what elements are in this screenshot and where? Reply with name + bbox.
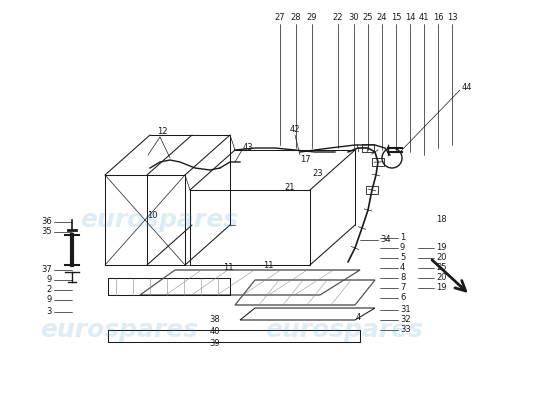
Text: 31: 31	[400, 306, 411, 314]
Text: 9: 9	[47, 276, 52, 284]
Text: 14: 14	[405, 14, 415, 22]
Text: 7: 7	[400, 284, 405, 292]
Text: 25: 25	[363, 14, 373, 22]
Text: 9: 9	[400, 244, 405, 252]
Text: 4: 4	[355, 314, 361, 322]
Text: 5: 5	[400, 254, 405, 262]
Text: 40: 40	[210, 328, 220, 336]
Text: 32: 32	[400, 316, 411, 324]
Text: 18: 18	[436, 216, 447, 224]
Text: 36: 36	[41, 218, 52, 226]
Text: 15: 15	[390, 14, 402, 22]
Text: 41: 41	[419, 14, 429, 22]
Text: 6: 6	[400, 294, 405, 302]
Text: 25: 25	[436, 264, 447, 272]
Text: 2: 2	[47, 286, 52, 294]
Text: 19: 19	[436, 244, 447, 252]
Text: 20: 20	[436, 254, 447, 262]
Text: 34: 34	[380, 236, 390, 244]
Text: 37: 37	[41, 266, 52, 274]
Text: 3: 3	[47, 308, 52, 316]
Text: 24: 24	[377, 14, 387, 22]
Text: 1: 1	[400, 234, 405, 242]
Text: 8: 8	[400, 274, 405, 282]
Text: 11: 11	[223, 264, 233, 272]
Text: 19: 19	[436, 284, 447, 292]
Text: 39: 39	[210, 340, 221, 348]
Text: eurospares: eurospares	[80, 208, 238, 232]
Text: 16: 16	[433, 14, 443, 22]
Text: 42: 42	[290, 126, 300, 134]
Bar	[362, 144, 374, 152]
Text: 17: 17	[300, 156, 310, 164]
Text: 28: 28	[291, 14, 301, 22]
Text: 23: 23	[313, 168, 323, 178]
Text: 33: 33	[400, 326, 411, 334]
Text: 20: 20	[436, 274, 447, 282]
Text: 4: 4	[400, 264, 405, 272]
Text: 29: 29	[307, 14, 317, 22]
Text: 38: 38	[210, 316, 221, 324]
Text: 21: 21	[285, 184, 295, 192]
Text: eurospares: eurospares	[40, 318, 198, 342]
Text: 35: 35	[41, 228, 52, 236]
Text: 10: 10	[147, 210, 157, 220]
Text: 43: 43	[243, 144, 254, 152]
Text: 27: 27	[274, 14, 285, 22]
Text: 13: 13	[447, 14, 457, 22]
Text: 44: 44	[462, 84, 472, 92]
Text: eurospares: eurospares	[265, 318, 423, 342]
Text: 12: 12	[157, 128, 167, 136]
Text: 30: 30	[349, 14, 359, 22]
Text: 9: 9	[47, 296, 52, 304]
Bar	[366, 186, 378, 194]
Text: 22: 22	[333, 14, 343, 22]
Bar	[372, 158, 384, 166]
Text: 11: 11	[263, 260, 273, 270]
